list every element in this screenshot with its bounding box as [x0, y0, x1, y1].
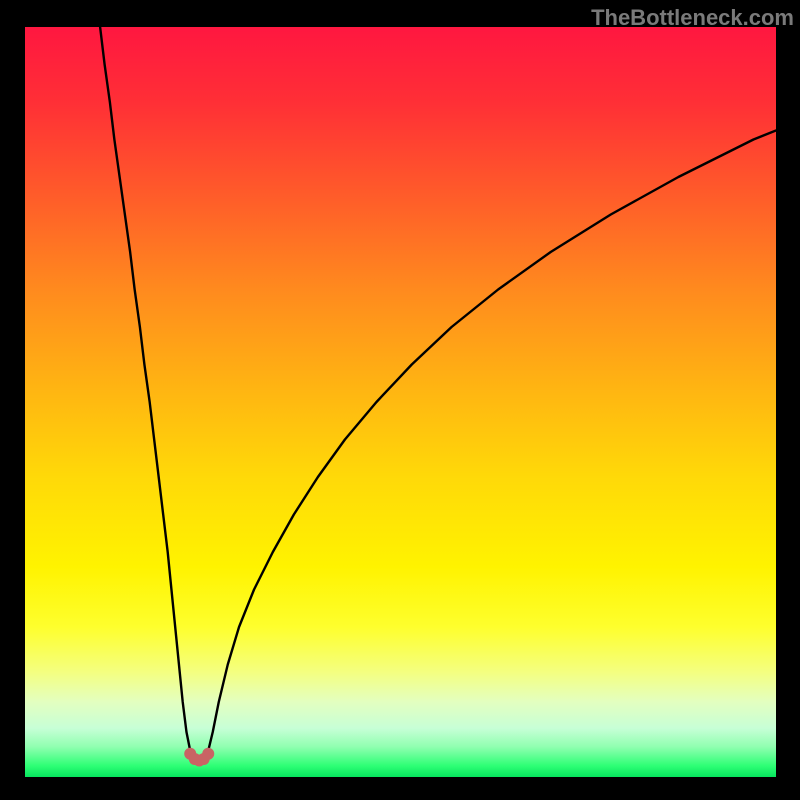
chart-frame: TheBottleneck.com [0, 0, 800, 800]
cusp-marker [202, 748, 214, 760]
gradient-background [25, 27, 776, 777]
watermark-text: TheBottleneck.com [591, 5, 794, 31]
plot-canvas [25, 27, 776, 777]
